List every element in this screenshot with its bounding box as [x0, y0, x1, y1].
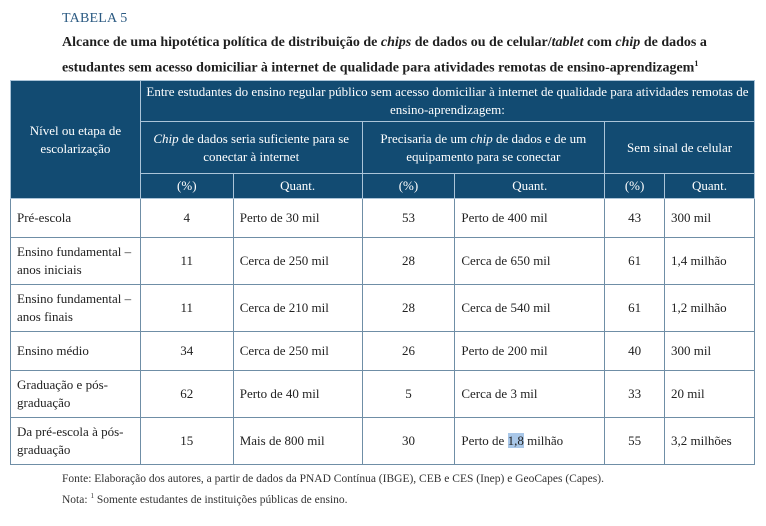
cell-pct: 4 — [139, 198, 234, 238]
cell-quant: 1,4 milhão — [664, 237, 755, 285]
table-row: Ensino fundamental – anos iniciais 11 Ce… — [10, 237, 755, 285]
cell-quant: 300 mil — [664, 331, 755, 371]
title-italic: tablet — [551, 35, 584, 50]
header-italic: chip — [470, 130, 493, 146]
cell-pct: 5 — [361, 370, 456, 418]
header-pct: (%) — [361, 173, 456, 199]
cell-quant: Cerca de 3 mil — [454, 370, 606, 418]
table-row: Pré-escola 4 Perto de 30 mil 53 Perto de… — [10, 198, 755, 238]
cell-quant: Mais de 800 mil — [232, 417, 363, 465]
cell-pct: 30 — [361, 417, 456, 465]
header-text: de dados seria suficiente para se conect… — [178, 130, 350, 164]
footnote: Nota: 1 Somente estudantes de instituiçõ… — [62, 488, 604, 509]
cell-level: Da pré-escola à pós-graduação — [10, 417, 141, 465]
cell-quant: Perto de 30 mil — [232, 198, 363, 238]
cell-pct: 28 — [361, 284, 456, 332]
title-text: com — [583, 35, 616, 50]
cell-quant: Perto de 200 mil — [454, 331, 606, 371]
header-quant: Quant. — [664, 173, 755, 199]
header-text: Precisaria de um — [380, 130, 471, 146]
cell-pct: 53 — [361, 198, 456, 238]
cell-pct: 15 — [139, 417, 234, 465]
cell-pct: 33 — [604, 370, 666, 418]
cell-pct: 40 — [604, 331, 666, 371]
source-note: Fonte: Elaboração dos autores, a partir … — [62, 473, 604, 485]
header-text: de dados e de um equipamento para se con… — [406, 130, 587, 164]
cell-pct: 28 — [361, 237, 456, 285]
cell-pct: 61 — [604, 237, 666, 285]
data-table: Nível ou etapa de escolarização Entre es… — [10, 80, 756, 465]
table-row: Ensino médio 34 Cerca de 250 mil 26 Pert… — [10, 331, 755, 371]
cell-quant: Perto de 1,8 milhão — [454, 417, 606, 465]
title-text: de dados ou de celular/ — [411, 35, 552, 50]
cell-pct: 11 — [139, 284, 234, 332]
cell-quant: Cerca de 210 mil — [232, 284, 363, 332]
cell-pct: 55 — [604, 417, 666, 465]
footnote-mark: 1 — [90, 492, 94, 500]
header-pct: (%) — [604, 173, 666, 199]
cell-level: Ensino médio — [10, 331, 141, 371]
cell-level: Ensino fundamental – anos iniciais — [10, 237, 141, 285]
cell-text: milhão — [523, 433, 564, 448]
table-row: Da pré-escola à pós-graduação 15 Mais de… — [10, 417, 755, 465]
footnote-mark: 1 — [694, 59, 699, 68]
title-italic: chip — [615, 35, 641, 50]
cell-pct: 62 — [139, 370, 234, 418]
title-italic: chips — [380, 35, 412, 50]
cell-text: Perto de — [461, 433, 508, 448]
selected-text[interactable]: 1,8 — [507, 433, 524, 448]
table-label: TABELA 5 — [62, 11, 128, 26]
cell-pct: 11 — [139, 237, 234, 285]
title-text: de dados a estudantes sem acesso domicil… — [62, 35, 707, 76]
table-row: Graduação e pós-graduação 62 Perto de 40… — [10, 370, 755, 418]
table-title: Alcance de uma hipotética política de di… — [62, 32, 762, 79]
header-quant: Quant. — [454, 173, 606, 199]
cell-quant: 1,2 milhão — [664, 284, 755, 332]
header-italic: Chip — [153, 130, 179, 146]
header-no-signal: Sem sinal de celular — [604, 121, 755, 174]
cell-quant: Cerca de 540 mil — [454, 284, 606, 332]
table-row: Ensino fundamental – anos finais 11 Cerc… — [10, 284, 755, 332]
cell-quant: Perto de 40 mil — [232, 370, 363, 418]
cell-pct: 61 — [604, 284, 666, 332]
cell-level: Graduação e pós-graduação — [10, 370, 141, 418]
cell-level: Ensino fundamental – anos finais — [10, 284, 141, 332]
cell-quant: 3,2 milhões — [664, 417, 755, 465]
note-prefix: Nota: — [62, 493, 91, 506]
note-text: Somente estudantes de instituições públi… — [93, 493, 348, 506]
header-quant: Quant. — [232, 173, 363, 199]
header-group: Entre estudantes do ensino regular públi… — [139, 80, 756, 122]
table-footer: Fonte: Elaboração dos autores, a partir … — [62, 471, 604, 509]
header-level: Nível ou etapa de escolarização — [10, 80, 141, 199]
cell-quant: Cerca de 250 mil — [232, 331, 363, 371]
cell-level: Pré-escola — [10, 198, 141, 238]
cell-quant: Cerca de 250 mil — [232, 237, 363, 285]
cell-quant: 300 mil — [664, 198, 755, 238]
cell-pct: 43 — [604, 198, 666, 238]
cell-quant: Cerca de 650 mil — [454, 237, 606, 285]
cell-pct: 26 — [361, 331, 456, 371]
header-pct: (%) — [139, 173, 234, 199]
cell-quant: Perto de 400 mil — [454, 198, 606, 238]
title-text: Alcance de uma hipotética política de di… — [62, 35, 381, 50]
header-chip-and-device: Precisaria de um chip de dados e de um e… — [361, 121, 606, 174]
header-chip-sufficient: Chip de dados seria suficiente para se c… — [139, 121, 363, 174]
cell-pct: 34 — [139, 331, 234, 371]
cell-quant: 20 mil — [664, 370, 755, 418]
